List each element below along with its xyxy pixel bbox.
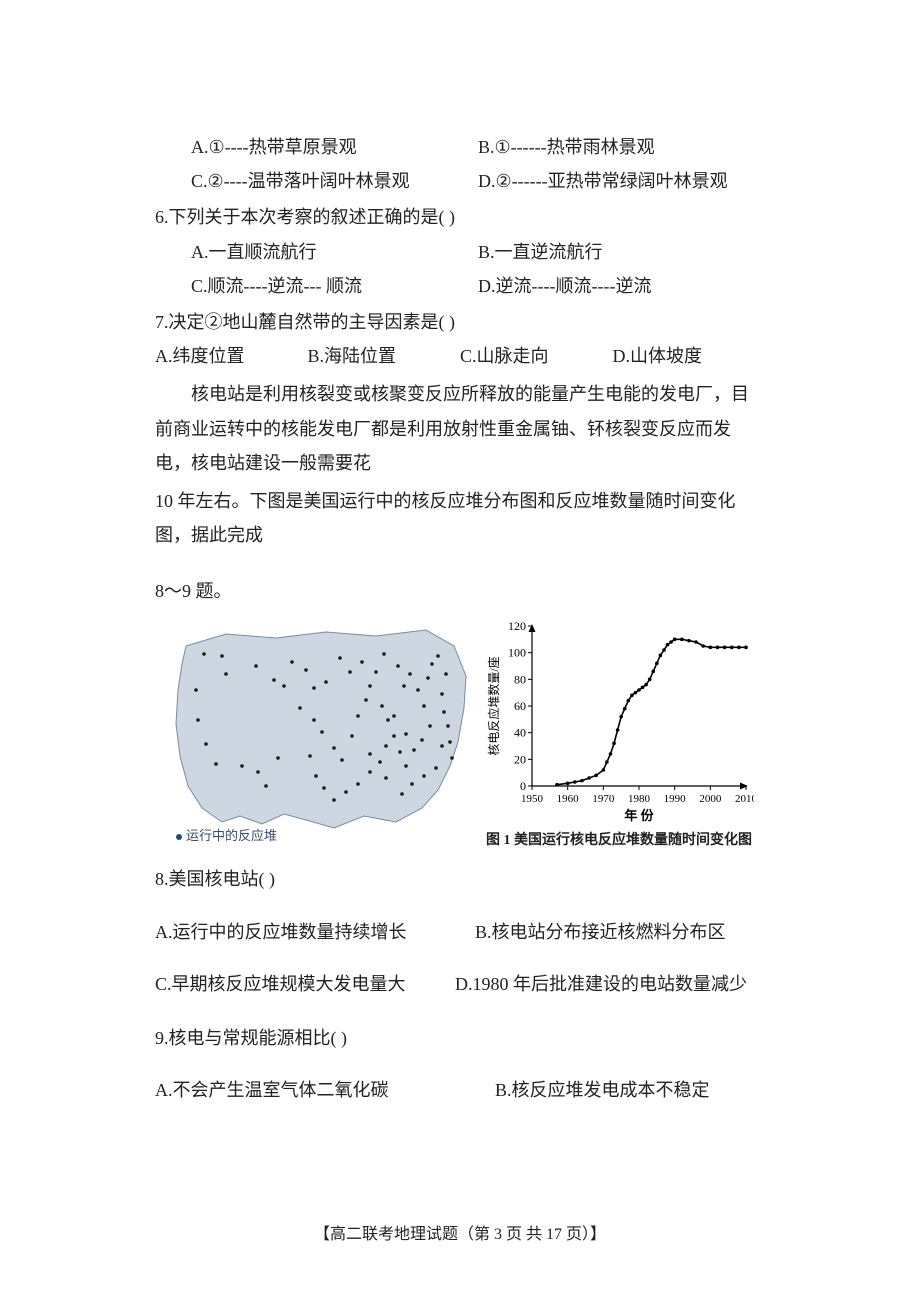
svg-text:1960: 1960 — [557, 793, 580, 805]
map-legend-text: 运行中的反应堆 — [186, 828, 277, 843]
q6-options-row2: C.顺流----逆流--- 顺流 D.逆流----顺流----逆流 — [191, 269, 765, 303]
q8-options-row1: A.运行中的反应堆数量持续增长 B.核电站分布接近核燃料分布区 — [155, 915, 765, 949]
reactor-chart-svg: 0 20 40 60 80 100 120 1950 1960 1970 1980 1990 2000 2… — [484, 616, 754, 826]
svg-text:20: 20 — [514, 753, 526, 767]
q5-optB: B.①------热带雨林景观 — [478, 130, 765, 164]
svg-text:0: 0 — [520, 779, 526, 793]
q6-optC: C.顺流----逆流--- 顺流 — [191, 269, 478, 303]
q8-optA: A.运行中的反应堆数量持续增长 — [155, 915, 475, 949]
q6-optB: B.一直逆流航行 — [478, 235, 765, 269]
q7-optC: C.山脉走向 — [460, 339, 613, 373]
svg-text:60: 60 — [514, 699, 526, 713]
q5-options-row1: A.①----热带草原景观 B.①------热带雨林景观 — [191, 130, 765, 164]
svg-text:年 份: 年 份 — [624, 808, 654, 823]
q7-optD: D.山体坡度 — [613, 339, 766, 373]
q8-optB: B.核电站分布接近核燃料分布区 — [475, 915, 765, 949]
q7-optB: B.海陆位置 — [308, 339, 461, 373]
q5-optD: D.②------亚热带常绿阔叶林景观 — [478, 164, 765, 198]
q7-optA: A.纬度位置 — [155, 339, 308, 373]
page-footer: 【高二联考地理试题（第 3 页 共 17 页）】 — [0, 1220, 920, 1250]
q6-optD: D.逆流----顺流----逆流 — [478, 269, 765, 303]
q7-stem: 7.决定②地山麓自然带的主导因素是( ) — [155, 305, 765, 339]
q7-options: A.纬度位置 B.海陆位置 C.山脉走向 D.山体坡度 — [155, 339, 765, 373]
q8-optC: C.早期核反应堆规模大发电量大 — [155, 967, 455, 1001]
svg-text:100: 100 — [508, 646, 526, 660]
svg-text:80: 80 — [514, 673, 526, 687]
q9-stem: 9.核电与常规能源相比( ) — [155, 1021, 765, 1055]
q9-optA: A.不会产生温室气体二氧化碳 — [155, 1073, 495, 1107]
q8-options-row2: C.早期核反应堆规模大发电量大 D.1980 年后批准建设的电站数量减少 — [155, 967, 765, 1001]
svg-text:1980: 1980 — [628, 793, 651, 805]
us-map-svg — [166, 616, 476, 856]
passage-p2: 10 年左右。下图是美国运行中的核反应堆分布图和反应堆数量随时间变化图，据此完成 — [155, 484, 765, 552]
svg-text:2010: 2010 — [735, 793, 754, 805]
q6-options-row1: A.一直顺流航行 B.一直逆流航行 — [191, 235, 765, 269]
q5-optA: A.①----热带草原景观 — [191, 130, 478, 164]
reactor-chart-figure: 0 20 40 60 80 100 120 1950 1960 1970 1980 1990 2000 2… — [484, 616, 754, 855]
us-map-figure: 运行中的反应堆 — [166, 616, 476, 856]
q6-optA: A.一直顺流航行 — [191, 235, 478, 269]
q5-options-row2: C.②----温带落叶阔叶林景观 D.②------亚热带常绿阔叶林景观 — [191, 164, 765, 198]
figure-container: 运行中的反应堆 0 20 40 60 80 100 120 1950 1960 1970 1980 1… — [155, 616, 765, 856]
passage-p1: 核电站是利用核裂变或核聚变反应所释放的能量产生电能的发电厂，目前商业运转中的核能… — [155, 377, 765, 480]
q8-optD: D.1980 年后批准建设的电站数量减少 — [455, 967, 765, 1001]
passage-p3: 8～9 题。 — [155, 574, 765, 608]
q8-stem: 8.美国核电站( ) — [155, 862, 765, 896]
svg-text:1950: 1950 — [521, 793, 544, 805]
map-legend: 运行中的反应堆 — [176, 824, 277, 849]
q5-optC: C.②----温带落叶阔叶林景观 — [191, 164, 478, 198]
map-legend-dot-icon — [176, 834, 182, 840]
q9-optB: B.核反应堆发电成本不稳定 — [495, 1073, 765, 1107]
svg-text:2000: 2000 — [699, 793, 722, 805]
svg-text:120: 120 — [508, 619, 526, 633]
q9-options-row1: A.不会产生温室气体二氧化碳 B.核反应堆发电成本不稳定 — [155, 1073, 765, 1107]
svg-text:核电反应堆数量/座: 核电反应堆数量/座 — [486, 657, 501, 756]
svg-text:40: 40 — [514, 726, 526, 740]
q6-stem: 6.下列关于本次考察的叙述正确的是( ) — [155, 200, 765, 234]
chart-caption: 图 1 美国运行核电反应堆数量随时间变化图 — [484, 828, 754, 855]
svg-text:1990: 1990 — [664, 793, 687, 805]
svg-text:1970: 1970 — [592, 793, 615, 805]
